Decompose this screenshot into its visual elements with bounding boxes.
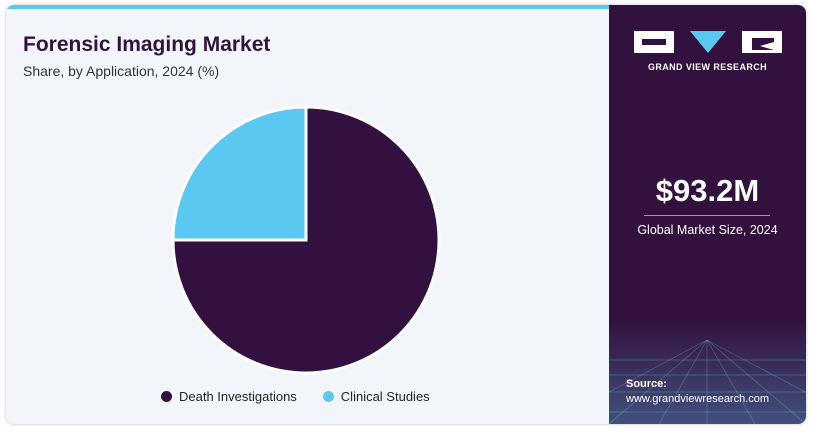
source-heading: Source: [626,378,667,390]
info-sidebar: GRAND VIEW RESEARCH $93.2M Global Market… [609,5,806,424]
legend-item: Clinical Studies [322,389,430,404]
market-size-value: $93.2M [655,173,760,208]
legend-swatch [322,391,334,402]
source-url[interactable]: www.grandviewresearch.com [626,393,770,405]
chart-legend: Death Investigations Clinical Studies [161,389,430,404]
chart-subtitle: Share, by Application, 2024 (%) [23,63,220,79]
chart-panel: Forensic Imaging Market Share, by Applic… [6,5,609,424]
chart-title: Forensic Imaging Market [23,33,271,56]
grand-view-research-logo [634,31,782,53]
legend-label: Death Investigations [179,389,297,404]
legend-item: Death Investigations [161,389,297,404]
divider [644,215,770,216]
pie-slice-clinical-studies [171,105,308,242]
source-note: Source: www.grandviewresearch.com [626,377,769,407]
brand-name: GRAND VIEW RESEARCH [647,62,768,72]
legend-label: Clinical Studies [340,389,430,404]
decorative-grid [609,320,806,424]
pie-chart [171,105,441,375]
market-size-label: Global Market Size, 2024 [637,223,778,237]
legend-swatch [161,391,172,402]
infographic-card: Forensic Imaging Market Share, by Applic… [6,5,806,424]
